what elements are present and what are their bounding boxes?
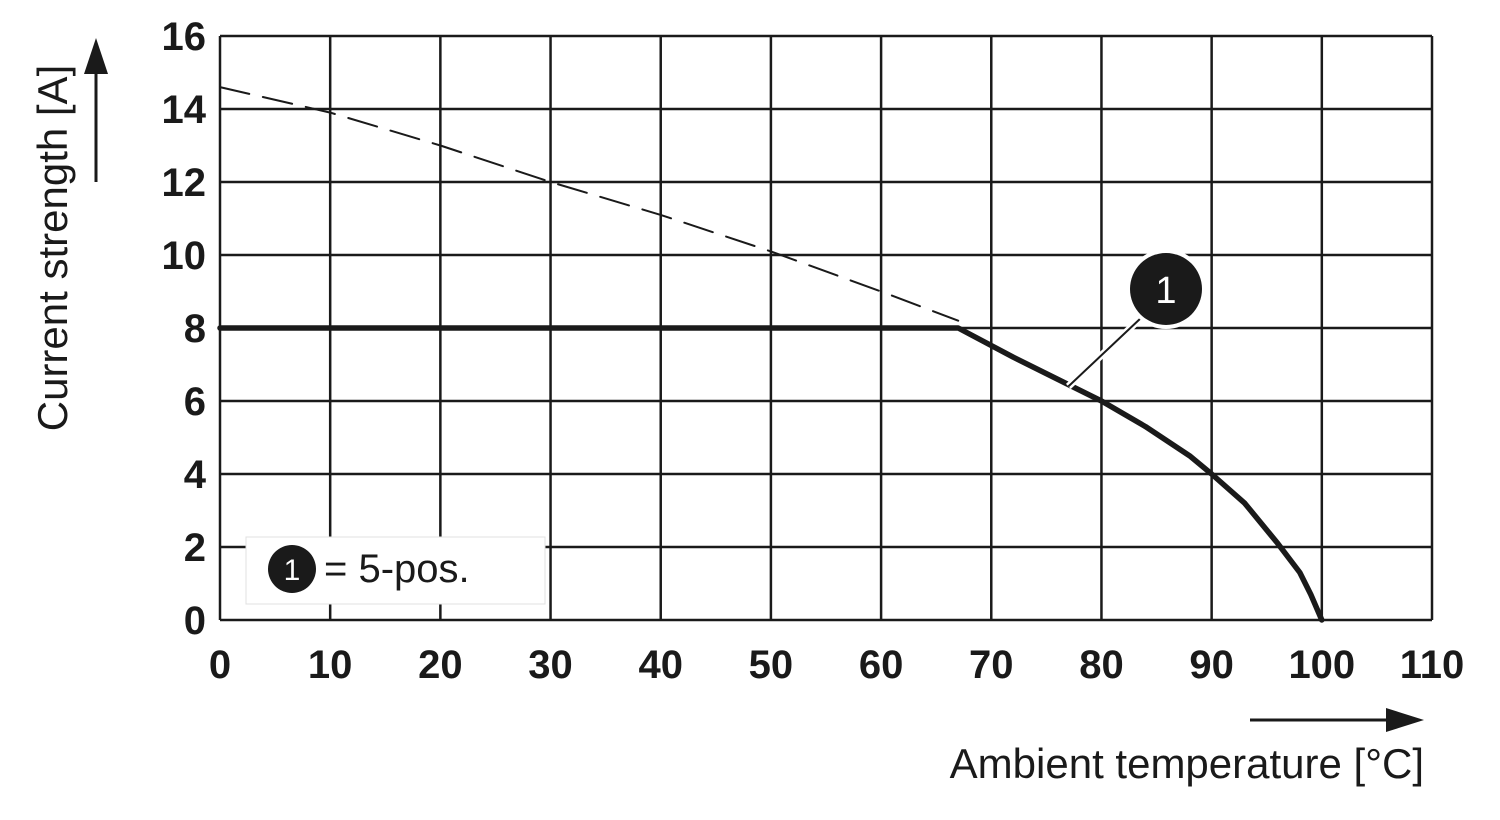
x-axis-arrow (1250, 708, 1424, 732)
x-tick-label-3: 30 (528, 643, 573, 687)
x-tick-label-4: 40 (638, 643, 683, 687)
x-tick-label-11: 110 (1400, 643, 1465, 687)
x-tick-label-9: 90 (1189, 643, 1234, 687)
annotation-marker (1130, 253, 1202, 325)
x-axis-label: Ambient temperature [°C] (950, 740, 1424, 787)
x-tick-label-10: 100 (1288, 643, 1355, 687)
x-tick-label-5: 50 (749, 643, 794, 687)
legend-marker (268, 545, 316, 593)
x-tick-label-7: 70 (969, 643, 1014, 687)
axis-labels: Current strength [A] Ambient temperature… (29, 38, 1424, 787)
x-tick-label-8: 80 (1079, 643, 1124, 687)
y-tick-label-4: 8 (184, 307, 206, 351)
x-tick-label-1: 10 (308, 643, 353, 687)
tick-labels: 0 10 20 30 40 50 60 70 80 90 100 110 0 2 4 6 8 10 12 14 16 (162, 15, 1465, 687)
series-line-dashed (219, 86, 960, 322)
y-tick-label-1: 2 (184, 526, 206, 570)
y-tick-label-2: 4 (184, 453, 207, 497)
x-tick-label-0: 0 (209, 643, 231, 687)
legend-marker-label: 1 (284, 554, 301, 587)
annotation-leader-line (1067, 316, 1143, 388)
x-tick-label-2: 20 (418, 643, 463, 687)
legend-text: = 5-pos. (324, 547, 470, 591)
y-tick-label-6: 12 (162, 161, 207, 205)
y-tick-label-0: 0 (184, 599, 206, 643)
y-tick-label-3: 6 (184, 380, 206, 424)
y-axis-arrow (84, 38, 108, 182)
annotation-group: 1 (1065, 249, 1206, 389)
annotation-marker-label: 1 (1155, 270, 1176, 312)
y-tick-label-7: 14 (162, 88, 207, 132)
y-tick-label-8: 16 (162, 15, 207, 59)
legend: 1 = 5-pos. (245, 536, 546, 605)
series-line-derating (217, 325, 1325, 623)
x-tick-label-6: 60 (859, 643, 904, 687)
series-group (217, 86, 1325, 623)
y-tick-label-5: 10 (162, 234, 207, 278)
y-axis-label: Current strength [A] (29, 65, 76, 432)
